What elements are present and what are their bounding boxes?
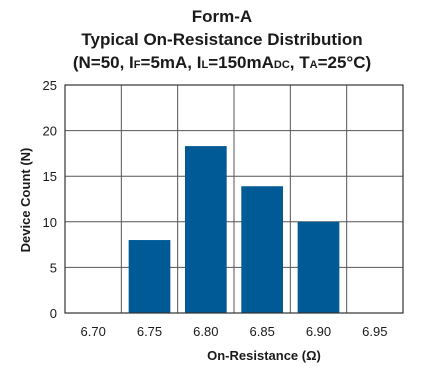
title-segment: DC — [274, 59, 290, 71]
x-tick-label: 6.90 — [306, 324, 331, 339]
y-tick-label: 15 — [43, 169, 57, 184]
bar-6.80 — [184, 146, 227, 313]
bar-6.75 — [128, 240, 171, 313]
chart-title-line2: Typical On-Resistance Distribution — [81, 30, 362, 49]
plot-frame — [64, 84, 404, 314]
chart-title-line1: Form-A — [192, 7, 252, 26]
chart-title-line3: (N=50, IF=5mA, IL=150mADC, TA=25°C) — [73, 53, 371, 72]
bar-6.85 — [241, 186, 284, 313]
title-segment: L — [201, 59, 208, 71]
y-axis-label: Device Count (N) — [18, 148, 33, 253]
x-tick-label: 6.80 — [193, 324, 218, 339]
y-tick-label: 5 — [50, 260, 57, 275]
x-axis-label: On-Resistance (Ω) — [207, 348, 321, 363]
y-tick-label: 10 — [43, 215, 57, 230]
y-tick-label: 0 — [50, 306, 57, 321]
title-segment: , T — [290, 53, 310, 72]
plot-grid — [65, 85, 403, 313]
bar-6.90 — [297, 221, 340, 313]
y-tick-label: 20 — [43, 124, 57, 139]
y-tick-labels: 0 5 10 15 20 25 — [43, 78, 57, 321]
title-segment: A — [310, 59, 318, 71]
y-tick-label: 25 — [43, 78, 57, 93]
title-segment: F — [134, 59, 141, 71]
plot-border — [64, 84, 404, 314]
title-segment: (N=50, I — [73, 53, 134, 72]
x-tick-label: 6.75 — [137, 324, 162, 339]
x-tick-label: 6.70 — [81, 324, 106, 339]
x-tick-label: 6.95 — [362, 324, 387, 339]
title-segment: =150mA — [208, 53, 274, 72]
title-segment: =25°C) — [318, 53, 372, 72]
x-tick-label: 6.85 — [250, 324, 275, 339]
bars — [128, 146, 340, 313]
x-tick-labels: 6.70 6.75 6.80 6.85 6.90 6.95 — [81, 324, 388, 339]
title-segment: =5mA, I — [141, 53, 202, 72]
